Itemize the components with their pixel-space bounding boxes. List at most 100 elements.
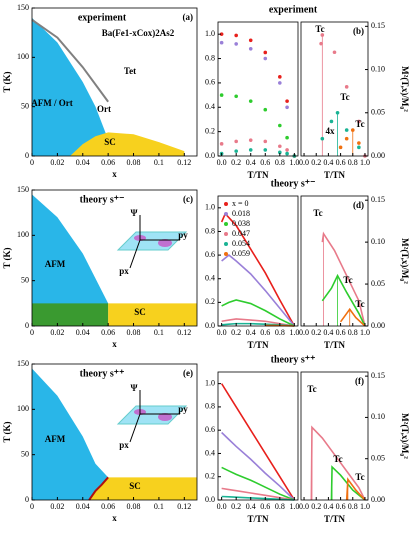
data-point [278, 150, 282, 155]
y-tick-label: 0.00 [371, 321, 385, 330]
series-line [31, 19, 109, 103]
x-tick-label: 0.08 [127, 328, 141, 337]
plot-frame [300, 195, 369, 327]
data-point [320, 136, 325, 141]
y-tick-label: 0.0 [205, 495, 215, 504]
x-tick-label: 0.8 [348, 502, 358, 511]
series-line [221, 254, 295, 327]
data-point [219, 40, 224, 45]
annotation: AFM / Ort [31, 98, 72, 108]
annotation: SC [134, 307, 146, 317]
plot-frame [217, 21, 299, 157]
data-point [248, 148, 253, 152]
data-point [263, 139, 268, 144]
annotation: px [119, 266, 129, 276]
legend-marker [224, 222, 228, 226]
y2-axis-label: M²(T,x)/M₀² [400, 413, 410, 459]
x-tick-label: 1.0 [289, 158, 299, 167]
annotation: Ψ [130, 383, 137, 393]
y-axis-label: T (K) [2, 247, 12, 268]
x-tick-label: 0.1 [154, 158, 164, 167]
y-tick-label: 0.05 [371, 454, 385, 463]
data-point [248, 138, 253, 142]
y-tick-label: 0.10 [371, 64, 385, 73]
data-point [285, 105, 289, 110]
y-tick-label: 0.15 [371, 21, 385, 30]
plot-frame [31, 7, 198, 157]
x-axis-label: T/TN [247, 514, 269, 524]
y-tick-label: 100 [17, 52, 29, 61]
panel-title: theory s⁺⁺ [271, 354, 316, 365]
x-tick-label: 0.04 [76, 502, 90, 511]
y-tick-label: 50 [21, 449, 29, 458]
y-tick-label: 50 [21, 101, 29, 110]
plot-frame [31, 189, 198, 327]
x-axis-label: T/TN [324, 170, 346, 180]
x-tick-label: 0.6 [336, 502, 346, 511]
y-tick-label: 0.8 [205, 226, 215, 235]
series-line [345, 477, 366, 501]
y2-axis-label: M²(T,x)/M₀² [400, 66, 410, 112]
inset-c [116, 215, 188, 269]
x-tick-label: 0.8 [348, 158, 358, 167]
legend-label: 0.018 [232, 209, 250, 218]
x-tick-label: 0.12 [177, 328, 191, 337]
data-point [278, 144, 282, 149]
y-tick-label: 0.2 [205, 297, 215, 306]
phase-region [70, 132, 185, 156]
data-point [234, 33, 238, 38]
panel-label: (a) [183, 12, 194, 22]
legend-marker [224, 202, 228, 206]
x-tick-label: 0.04 [76, 158, 90, 167]
x-tick-label: 0.6 [336, 328, 346, 337]
panel-title: experiment [78, 12, 127, 23]
y-tick-label: 0.10 [371, 412, 385, 421]
y-tick-label: 0.0 [205, 321, 215, 330]
panel-title: experiment [269, 4, 318, 15]
y-tick-label: 0.00 [371, 151, 385, 160]
phase-region [108, 303, 197, 326]
data-point [357, 119, 361, 124]
data-point [263, 107, 268, 112]
x-axis-label: x [112, 339, 117, 349]
x-tick-label: 0.4 [323, 502, 333, 511]
x-tick-label: 0.4 [323, 158, 333, 167]
x-tick-label: 0.6 [336, 158, 346, 167]
annotation: px [119, 440, 129, 450]
x-tick-label: 1.0 [289, 328, 299, 337]
y-tick-label: 0.05 [371, 108, 385, 117]
data-point [248, 38, 253, 43]
phase-region [32, 17, 115, 156]
series-line [221, 299, 295, 327]
x-tick-label: 0.4 [323, 328, 333, 337]
data-point [263, 56, 268, 61]
x-tick-label: 0.8 [275, 328, 285, 337]
x-tick-label: 1.0 [360, 502, 370, 511]
y-tick-label: 0.6 [205, 425, 215, 434]
y-tick-label: 0 [25, 495, 29, 504]
legend-marker [224, 232, 228, 236]
data-point [335, 110, 340, 115]
y-tick-label: 1.0 [205, 378, 215, 387]
data-point [285, 148, 289, 152]
plot-frame [217, 371, 299, 501]
x-tick-label: 0.6 [260, 502, 270, 511]
y-tick-label: 50 [21, 275, 29, 284]
x-tick-label: 0.4 [246, 158, 256, 167]
legend-label: 0.047 [232, 229, 250, 238]
x-tick-label: 0.2 [231, 328, 241, 337]
inset-pocket [158, 239, 172, 247]
data-point [285, 99, 289, 103]
x-tick-label: 0.2 [311, 328, 321, 337]
panel-label: (f) [355, 376, 364, 386]
legend-label: 0.054 [232, 239, 250, 248]
y-tick-label: 100 [17, 404, 29, 413]
annotation: AFM [45, 259, 66, 269]
x-tick-label: 0.08 [127, 158, 141, 167]
x-tick-label: 1.0 [360, 158, 370, 167]
x-tick-label: 0 [30, 328, 34, 337]
data-point [234, 149, 238, 153]
data-point [234, 42, 238, 46]
x-tick-label: 0.0 [299, 158, 309, 167]
